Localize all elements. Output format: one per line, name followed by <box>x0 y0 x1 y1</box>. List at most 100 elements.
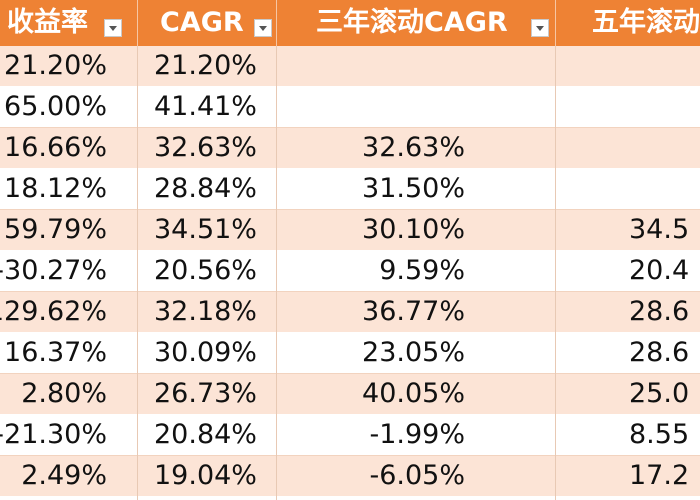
table-cell-col4[interactable] <box>555 128 700 168</box>
table-cell-col3[interactable]: 23.05% <box>276 333 555 373</box>
cell-value: 23.05% <box>362 337 465 368</box>
table-cell-col2[interactable]: 41.41% <box>137 87 275 127</box>
table-cell-col1[interactable]: -21.30% <box>0 415 120 455</box>
table-cell-col2[interactable]: 21.20% <box>137 46 275 86</box>
table-cell-col4[interactable]: 17.2 <box>555 456 700 496</box>
table-cell-col1[interactable]: 18.12% <box>0 169 120 209</box>
table-cell-col1[interactable]: 21.20% <box>0 46 120 86</box>
table-cell-col2[interactable]: 26.73% <box>137 374 275 414</box>
table-cell-col3[interactable]: 31.50% <box>276 169 555 209</box>
table-cell-col2[interactable]: 28.84% <box>137 169 275 209</box>
table-cell-col1[interactable]: -30.27% <box>0 251 120 291</box>
cell-value: 40.05% <box>362 378 465 409</box>
header-label-cagr: CAGR <box>160 7 244 38</box>
table-cell-col4[interactable] <box>555 169 700 209</box>
table-cell-col4[interactable]: 25.0 <box>555 374 700 414</box>
table-cell-col4[interactable]: 34.5 <box>555 210 700 250</box>
cell-value: 34.5 <box>629 214 690 245</box>
table-cell-col4[interactable]: 28.6 <box>555 333 700 373</box>
table-cell-col3[interactable]: 40.05% <box>276 374 555 414</box>
table-row: 18.12% 28.84% 31.50% <box>0 169 700 210</box>
table-cell-col2[interactable]: 32.63% <box>137 128 275 168</box>
table-cell-col2[interactable]: 34.51% <box>137 210 275 250</box>
table-cell-col4[interactable]: 28.6 <box>555 292 700 332</box>
cell-value: 21.20% <box>4 50 107 81</box>
table-cell-col4[interactable] <box>555 87 700 127</box>
cell-value: 31.50% <box>362 173 465 204</box>
header-cell-cagr[interactable]: CAGR <box>138 0 276 46</box>
table-row: 2.49% 19.04% -6.05% 17.2 <box>0 456 700 497</box>
table-cell-col3[interactable] <box>276 87 555 127</box>
table-cell-col1[interactable]: 129.62% <box>0 292 120 332</box>
cell-value: 30.10% <box>362 214 465 245</box>
header-cell-5yr-rolling[interactable]: 五年滚动 <box>556 0 700 46</box>
cell-value: 65.00% <box>4 91 107 122</box>
cell-value: 19.04% <box>154 460 257 491</box>
table-cell-col2[interactable]: 32.18% <box>137 292 275 332</box>
cell-value: 20.56% <box>154 255 257 286</box>
cell-value: 8.55 <box>629 419 690 450</box>
table-cell-col2[interactable]: 20.56% <box>137 251 275 291</box>
cell-value: 2.80% <box>21 378 107 409</box>
table-row: 16.37% 30.09% 23.05% 28.6 <box>0 333 700 374</box>
column-divider <box>276 46 277 500</box>
cell-value: 25.0 <box>629 378 690 409</box>
cell-value: 20.4 <box>629 255 690 286</box>
cell-value: 32.63% <box>154 132 257 163</box>
dropdown-arrow-icon[interactable] <box>104 19 122 37</box>
cell-value: 28.6 <box>629 337 690 368</box>
cell-value: 30.09% <box>154 337 257 368</box>
table-cell-col4[interactable]: 20.4 <box>555 251 700 291</box>
table-cell-col3[interactable]: -6.05% <box>276 456 555 496</box>
table-header-row: 收益率 CAGR 三年滚动CAGR 五年滚动 <box>0 0 700 46</box>
cell-value: 9.59% <box>379 255 465 286</box>
table-cell-col1[interactable]: 2.80% <box>0 374 120 414</box>
header-label-3yr-rolling-cagr: 三年滚动CAGR <box>316 7 508 38</box>
table-row: -21.30% 20.84% -1.99% 8.55 <box>0 415 700 456</box>
table-cell-col3[interactable] <box>276 46 555 86</box>
table-cell-col3[interactable]: 36.77% <box>276 292 555 332</box>
header-divider <box>555 0 556 46</box>
header-divider <box>137 0 138 46</box>
table-cell-col2[interactable]: 19.04% <box>137 456 275 496</box>
cell-value: 21.20% <box>154 50 257 81</box>
table-cell-col2[interactable]: 30.09% <box>137 333 275 373</box>
table-cell-col1[interactable]: 16.66% <box>0 128 120 168</box>
table-cell-col1[interactable]: 59.79% <box>0 210 120 250</box>
table-row: 2.80% 26.73% 40.05% 25.0 <box>0 374 700 415</box>
cell-value: -30.27% <box>0 255 107 286</box>
table-cell-col3[interactable]: 9.59% <box>276 251 555 291</box>
cell-value: 20.84% <box>154 419 257 450</box>
dropdown-arrow-icon[interactable] <box>531 19 549 37</box>
cell-value: 26.73% <box>154 378 257 409</box>
column-divider <box>137 46 138 500</box>
table-cell-col4[interactable]: 8.55 <box>555 415 700 455</box>
cell-value: 18.12% <box>4 173 107 204</box>
table-cell-col1[interactable]: 2.49% <box>0 456 120 496</box>
cell-value: 17.2 <box>629 460 690 491</box>
table-cell-col3[interactable]: 32.63% <box>276 128 555 168</box>
column-divider <box>555 46 556 500</box>
table-cell-col1[interactable]: 16.37% <box>0 333 120 373</box>
table-cell-col3[interactable]: -1.99% <box>276 415 555 455</box>
cell-value: 16.66% <box>4 132 107 163</box>
cell-value: 36.77% <box>362 296 465 327</box>
header-cell-return[interactable]: 收益率 <box>0 0 137 46</box>
cell-value: -1.99% <box>369 419 465 450</box>
table-cell-col3[interactable]: 30.10% <box>276 210 555 250</box>
table-row: 16.66% 32.63% 32.63% <box>0 128 700 169</box>
table-row: -30.27% 20.56% 9.59% 20.4 <box>0 251 700 292</box>
cell-value: 32.18% <box>154 296 257 327</box>
header-divider <box>276 0 277 46</box>
table-cell-col2[interactable]: 20.84% <box>137 415 275 455</box>
header-cell-3yr-rolling-cagr[interactable]: 三年滚动CAGR <box>277 0 555 46</box>
table-cell-col1[interactable]: 65.00% <box>0 87 120 127</box>
cell-value: 28.84% <box>154 173 257 204</box>
table-cell-col4[interactable] <box>555 46 700 86</box>
table-row: 21.20% 21.20% <box>0 46 700 87</box>
dropdown-arrow-icon[interactable] <box>254 19 272 37</box>
header-label-5yr-rolling: 五年滚动 <box>592 7 700 38</box>
cell-value: 32.63% <box>362 132 465 163</box>
table-row: 129.62% 32.18% 36.77% 28.6 <box>0 292 700 333</box>
